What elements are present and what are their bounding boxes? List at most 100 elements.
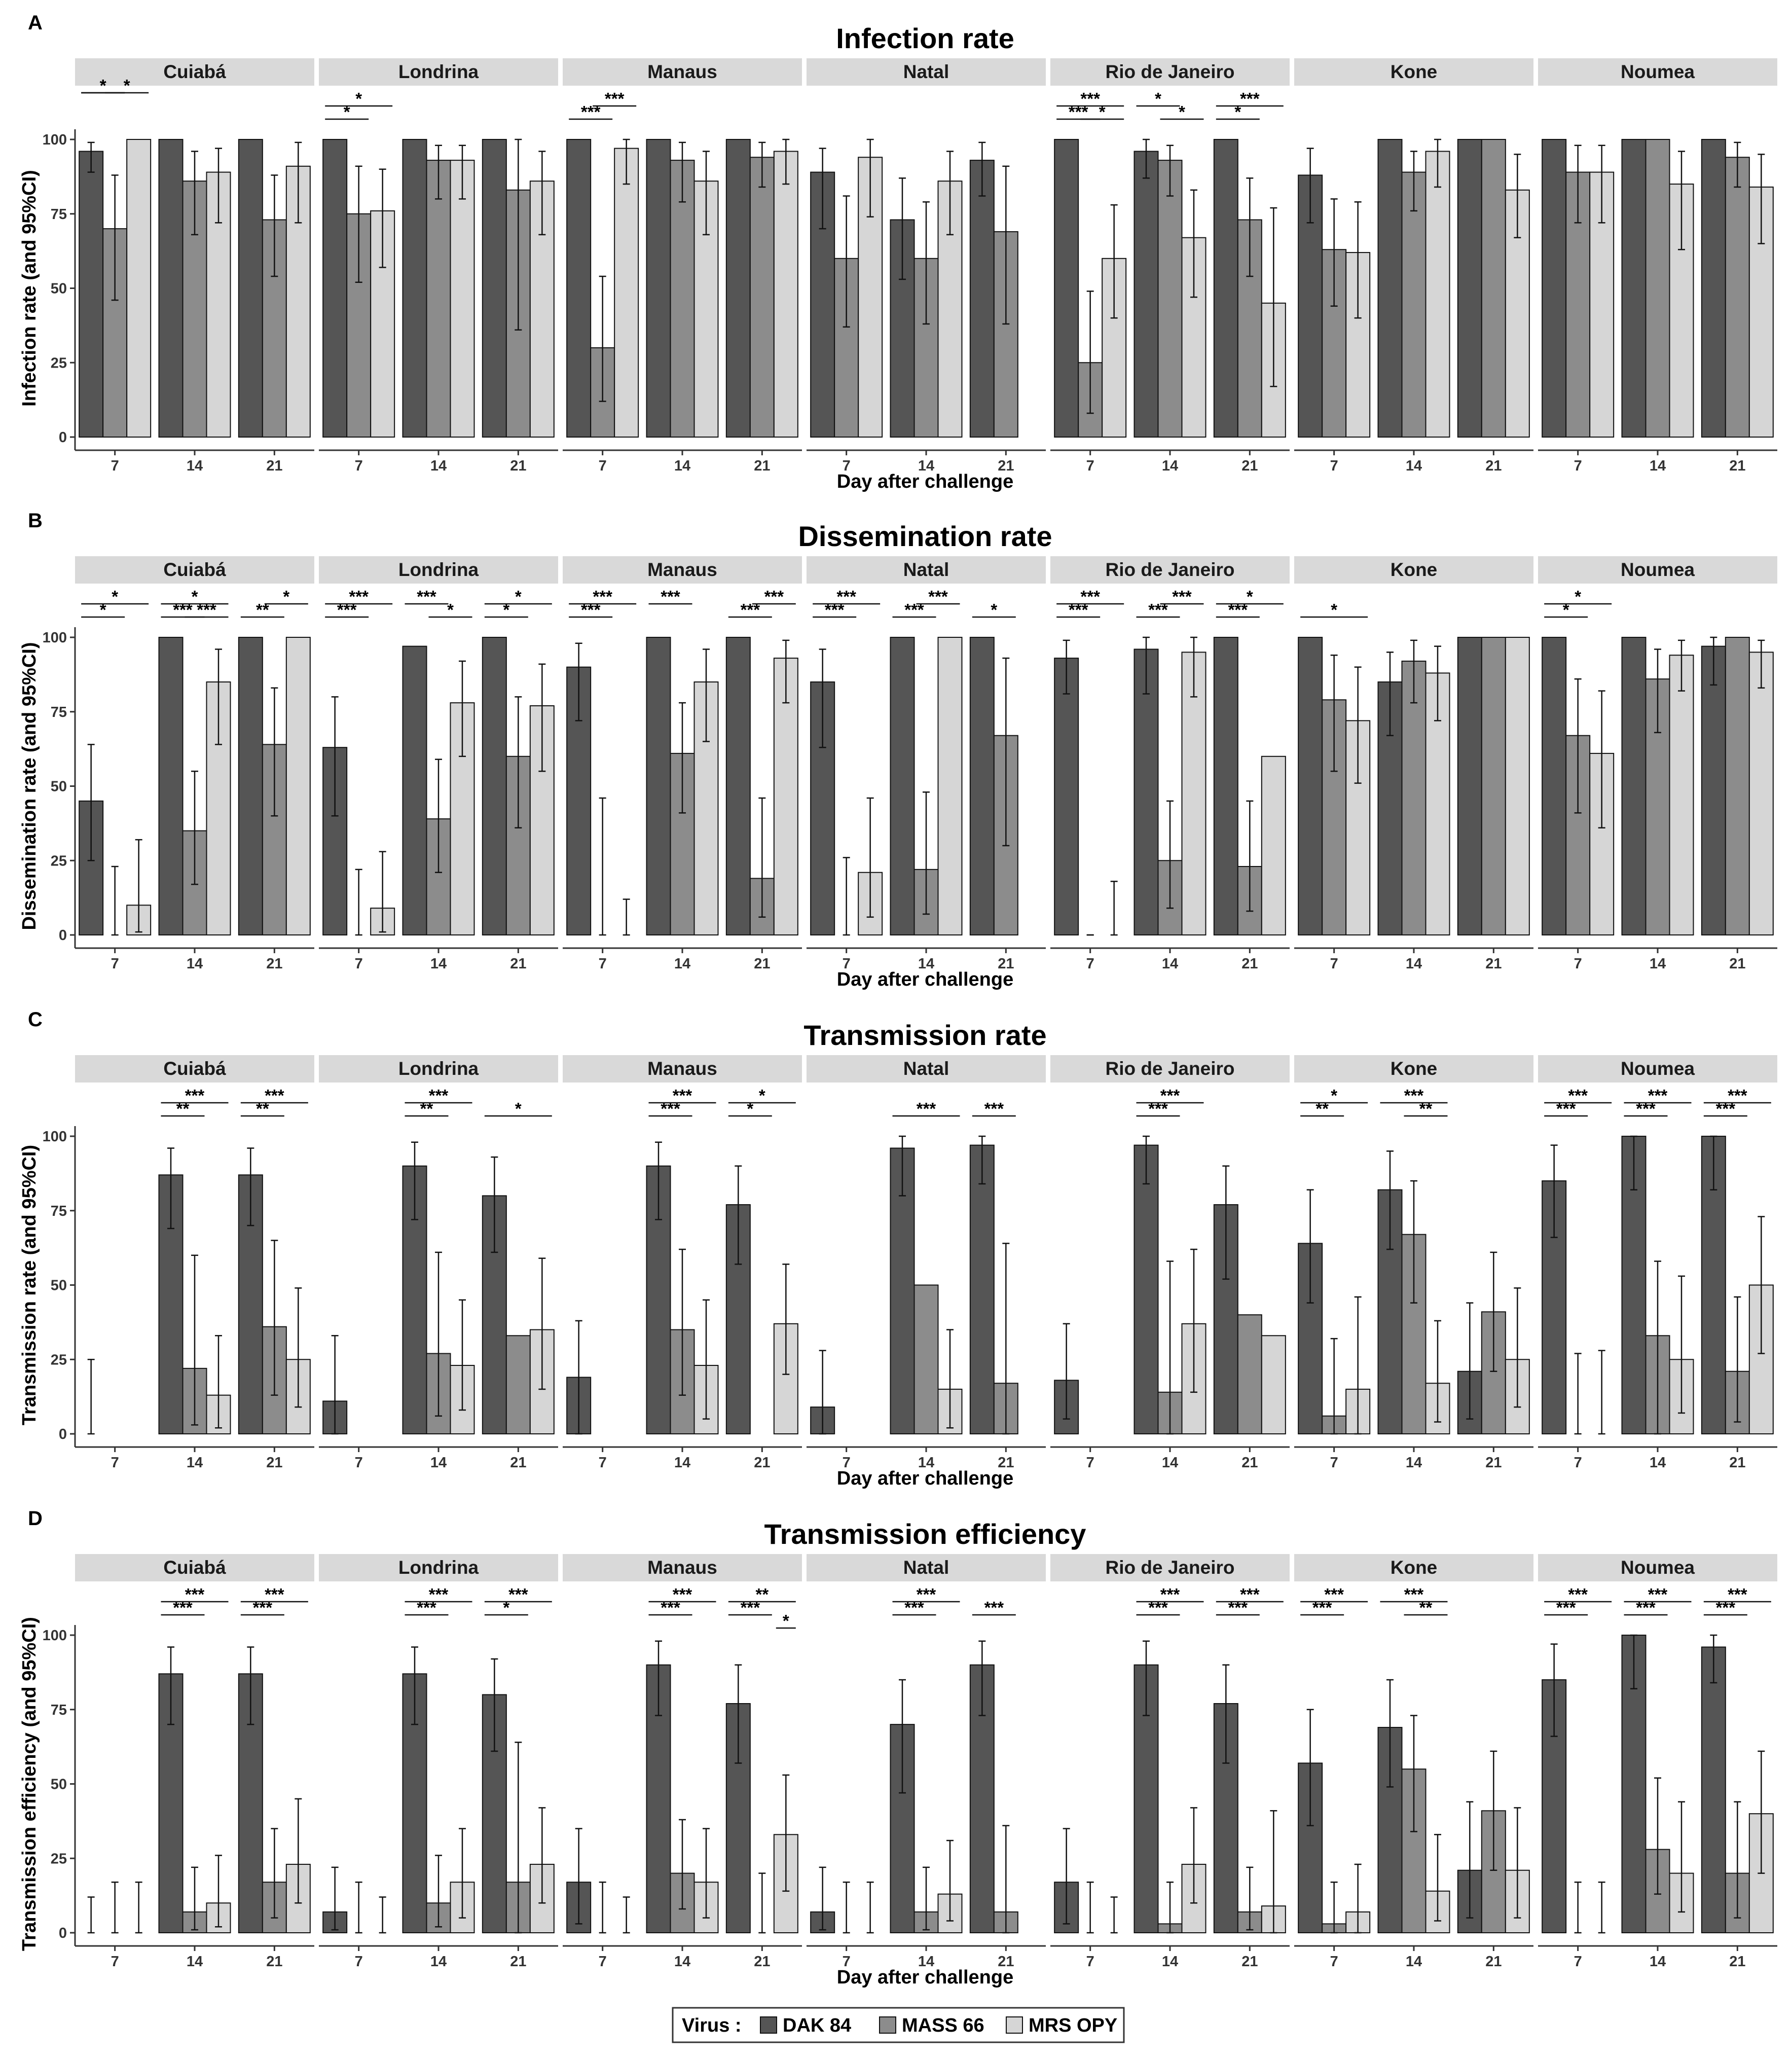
bar-dak-84 xyxy=(402,139,427,438)
facet-strip xyxy=(1050,1055,1290,1082)
panel-title: Dissemination rate xyxy=(798,520,1052,552)
significance-label: *** xyxy=(185,1585,205,1604)
significance-label: *** xyxy=(1404,1086,1424,1105)
significance-label: *** xyxy=(605,89,625,108)
bar-dak-84 xyxy=(402,645,427,935)
significance-label: *** xyxy=(1240,1585,1260,1604)
y-tick-label: 100 xyxy=(43,132,67,148)
y-tick-label: 100 xyxy=(43,1129,67,1145)
significance-label: *** xyxy=(917,1585,936,1604)
x-tick-label: 21 xyxy=(266,956,282,972)
x-tick-label: 14 xyxy=(187,1455,203,1471)
significance-label: * xyxy=(100,76,106,95)
significance-label: *** xyxy=(185,1086,205,1105)
significance-label: *** xyxy=(1228,600,1248,619)
x-tick-label: 14 xyxy=(674,458,690,474)
bar-dak-84 xyxy=(1298,637,1323,935)
significance-label: * xyxy=(100,600,106,619)
significance-label: *** xyxy=(917,1099,936,1118)
y-tick-label: 50 xyxy=(51,281,67,297)
bar-dak-84 xyxy=(1133,1144,1159,1435)
x-tick-label: 14 xyxy=(918,458,934,474)
x-tick-label: 14 xyxy=(430,458,447,474)
facet-strip-label: Natal xyxy=(903,61,949,82)
facet-strip xyxy=(75,1055,314,1082)
significance-label: * xyxy=(747,1099,753,1118)
y-tick-label: 25 xyxy=(51,1851,67,1867)
facet-strip xyxy=(75,58,314,86)
facet-strip-label: Noumea xyxy=(1621,559,1695,580)
significance-label: * xyxy=(1331,600,1337,619)
facet-strip xyxy=(807,58,1046,86)
facet-strip-label: Manaus xyxy=(647,61,717,82)
y-tick-label: 0 xyxy=(59,1925,67,1941)
x-tick-label: 7 xyxy=(355,956,363,972)
bar-dak-84 xyxy=(969,637,995,935)
facet-strip-label: Londrina xyxy=(398,1058,479,1079)
x-tick-label: 14 xyxy=(430,956,447,972)
legend-label: DAK 84 xyxy=(783,2015,851,2036)
y-tick-label: 75 xyxy=(51,1203,67,1219)
bar-mrs-opy xyxy=(1261,755,1286,936)
bar-dak-84 xyxy=(1054,658,1079,935)
bar-dak-84 xyxy=(1621,637,1647,935)
significance-label: *** xyxy=(349,587,369,606)
bar-mrs-opy xyxy=(1425,151,1450,438)
facet-strip xyxy=(319,1554,558,1581)
x-axis-label: Day after challenge xyxy=(837,1967,1013,1988)
bar-dak-84 xyxy=(1542,637,1567,935)
facet-strip xyxy=(1294,556,1533,584)
x-tick-label: 7 xyxy=(355,458,363,474)
bar-mrs-opy xyxy=(1505,637,1530,935)
x-tick-label: 7 xyxy=(111,1455,119,1471)
bar-dak-84 xyxy=(1701,139,1726,438)
significance-label: * xyxy=(783,1611,789,1630)
significance-label: * xyxy=(112,587,118,606)
legend-label: MASS 66 xyxy=(902,2015,984,2036)
panel-letter: B xyxy=(28,510,43,532)
x-tick-label: 7 xyxy=(1574,1954,1582,1970)
bar-mrs-opy xyxy=(773,1323,798,1435)
facet-strip xyxy=(1538,1554,1777,1581)
significance-label: ** xyxy=(1419,1099,1433,1118)
facet-strip xyxy=(75,1554,314,1581)
significance-label: *** xyxy=(429,1585,449,1604)
significance-label: *** xyxy=(661,587,680,606)
x-tick-label: 14 xyxy=(187,956,203,972)
bar-dak-84 xyxy=(890,637,915,935)
y-axis-label: Dissemination rate (and 95%CI) xyxy=(19,642,40,930)
bar-mass-66 xyxy=(913,1284,939,1434)
bar-mrs-opy xyxy=(937,637,963,935)
y-tick-label: 75 xyxy=(51,704,67,720)
x-tick-label: 7 xyxy=(1086,1455,1094,1471)
x-tick-label: 21 xyxy=(998,458,1014,474)
facet-strip xyxy=(1294,1055,1533,1082)
facet-strip-label: Natal xyxy=(903,1058,949,1079)
x-tick-label: 7 xyxy=(599,1954,607,1970)
bar-mass-66 xyxy=(670,160,695,438)
x-tick-label: 21 xyxy=(1485,1455,1502,1471)
significance-label: *** xyxy=(1160,1585,1180,1604)
facet-strip-label: Rio de Janeiro xyxy=(1106,1058,1235,1079)
x-tick-label: 14 xyxy=(1162,1455,1178,1471)
significance-label: *** xyxy=(1080,587,1100,606)
x-tick-label: 7 xyxy=(599,956,607,972)
x-tick-label: 14 xyxy=(1406,956,1422,972)
significance-label: ** xyxy=(755,1585,769,1604)
facet-strip xyxy=(807,1055,1046,1082)
y-tick-label: 75 xyxy=(51,206,67,223)
x-tick-label: 7 xyxy=(1330,1954,1338,1970)
facet-strip-label: Rio de Janeiro xyxy=(1106,559,1235,580)
bar-dak-84 xyxy=(969,160,995,438)
bar-dak-84 xyxy=(482,139,507,438)
legend: Virus : DAK 84 MASS 66 MRS OPY xyxy=(672,2007,1125,2043)
significance-label: * xyxy=(1247,587,1253,606)
bar-mass-66 xyxy=(1725,637,1750,935)
panel-title: Transmission rate xyxy=(803,1019,1046,1051)
panel-title: Infection rate xyxy=(836,22,1014,54)
facet-strip xyxy=(1050,556,1290,584)
x-tick-label: 21 xyxy=(1241,458,1258,474)
facet-strip xyxy=(1294,58,1533,86)
facet-strip-label: Manaus xyxy=(647,559,717,580)
